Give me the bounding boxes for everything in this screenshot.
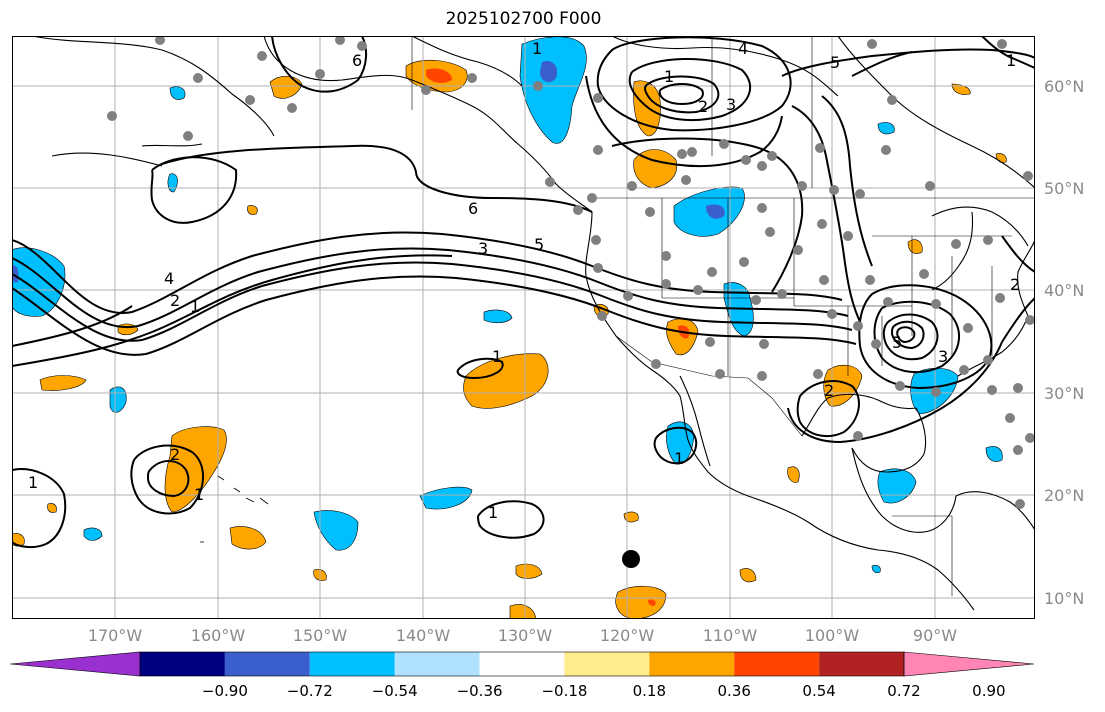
contour-label: 2 [170, 291, 180, 310]
contour-label: 1 [492, 347, 502, 366]
contour-label: 4 [738, 39, 748, 58]
contour-label: 3 [938, 347, 948, 366]
colorbar-segment [564, 652, 650, 676]
lat-label: 20°N [1044, 486, 1085, 505]
lon-label: 90°W [912, 626, 958, 645]
colorbar-segment [479, 652, 565, 676]
lon-label: 160°W [190, 626, 246, 645]
colorbar-tick-label: −0.18 [541, 682, 588, 700]
contour-label: 1 [674, 449, 684, 468]
lon-label: 130°W [497, 626, 553, 645]
contour-label: 6 [352, 51, 362, 70]
lon-label: 150°W [292, 626, 348, 645]
colorbar-segment [140, 652, 225, 676]
colorbar-tick-label: 0.54 [802, 682, 836, 700]
colorbar-tick-label: 0.18 [632, 682, 667, 700]
contour-label: 3 [726, 95, 736, 114]
colorbar-extend-min [10, 651, 141, 677]
contour-label: 5 [830, 53, 840, 72]
graticule [12, 36, 1035, 619]
map-title: 2025102700 F000 [445, 9, 602, 29]
negative-anomaly-shading [12, 36, 1003, 574]
height-contours [12, 36, 1035, 549]
contour-label: 1 [664, 67, 674, 86]
colorbar-segment [224, 652, 310, 676]
lon-label: 140°W [395, 626, 451, 645]
contour-label: 5 [534, 235, 544, 254]
lat-label: 10°N [1044, 589, 1085, 608]
colorbar-segment [734, 652, 820, 676]
colorbar-tick-label: −0.90 [201, 682, 248, 700]
contour-labels: 6 3 5 4 2 1 1 2 1 1 6 4 5 1 2 3 5 3 2 1 … [28, 39, 1020, 522]
contour-label: 1 [190, 297, 200, 316]
contour-label: 1 [194, 485, 204, 504]
position-marker [622, 550, 640, 568]
contour-label: 1 [488, 503, 498, 522]
contour-label: 2 [1010, 275, 1020, 294]
colorbar-tick-label: 0.90 [972, 682, 1006, 700]
contour-label: 1 [28, 473, 38, 492]
forecast-map: 6 3 5 4 2 1 1 2 1 1 6 4 5 1 2 3 5 3 2 1 … [12, 36, 1035, 619]
station-markers [107, 36, 1035, 509]
colorbar-segment [819, 652, 904, 676]
colorbar-tick-label: 0.36 [717, 682, 751, 700]
lon-label: 170°W [87, 626, 143, 645]
contour-label: 2 [170, 445, 180, 464]
colorbar-segment [394, 652, 480, 676]
contour-label: 5 [892, 333, 902, 352]
lon-label: 100°W [804, 626, 860, 645]
lat-label: 60°N [1044, 77, 1085, 96]
contour-label: 6 [468, 199, 478, 218]
lat-label: 50°N [1044, 179, 1085, 198]
contour-label: 1 [1006, 51, 1016, 70]
lat-label: 40°N [1044, 281, 1085, 300]
contour-label: 2 [698, 97, 708, 116]
colorbar-extend-max [903, 651, 1035, 677]
colorbar-segment [649, 652, 735, 676]
colorbar [10, 651, 1035, 677]
contour-label: 1 [532, 39, 542, 58]
contour-label: 4 [164, 269, 174, 288]
lon-label: 120°W [599, 626, 655, 645]
contour-label: 3 [478, 239, 488, 258]
colorbar-tick-label: 0.72 [887, 682, 921, 700]
lat-label: 30°N [1044, 384, 1085, 403]
contour-label: 2 [824, 381, 834, 400]
colorbar-tick-label: −0.54 [371, 682, 418, 700]
colorbar-tick-label: −0.72 [286, 682, 333, 700]
lon-label: 110°W [702, 626, 758, 645]
coastlines [31, 36, 1035, 611]
islands [200, 475, 269, 543]
colorbar-segment [309, 652, 395, 676]
colorbar-tick-label: −0.36 [456, 682, 503, 700]
